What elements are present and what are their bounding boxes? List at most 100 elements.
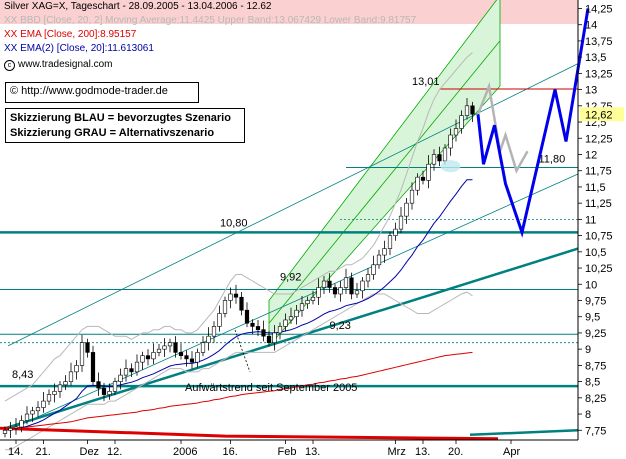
candle-body <box>261 329 266 337</box>
y-tick-label: 10,75 <box>585 231 613 243</box>
scenario-blue-path <box>476 8 590 238</box>
candle-body <box>178 352 184 356</box>
candle <box>376 249 382 269</box>
x-tick-label: 12. <box>107 446 122 458</box>
candle-body <box>79 342 85 366</box>
scenario-grey-text: Skizzierung GRAU = Alternativszenario <box>10 127 215 139</box>
candle-body <box>321 280 327 288</box>
candle <box>387 231 393 256</box>
y-tick-label: 13 <box>585 85 597 97</box>
ema20-line <box>4 179 473 431</box>
candle <box>332 283 338 298</box>
candle-body <box>409 189 415 204</box>
y-tick-label: 14,25 <box>585 3 613 15</box>
candle-body <box>52 391 57 395</box>
trend-channel-lower <box>7 173 579 431</box>
trend-channel-upper <box>7 63 579 347</box>
candle <box>74 360 79 380</box>
x-tick-label: Apr <box>503 446 520 458</box>
current-price-box <box>580 107 624 122</box>
tradesignal-label: www.tradesignal.com <box>18 59 113 70</box>
candle-body <box>46 394 52 402</box>
candle <box>96 372 101 396</box>
candle <box>57 380 63 398</box>
candle <box>354 282 360 298</box>
legend-ema200: XX EMA [Close, 200]:8.95157 <box>4 29 137 40</box>
candle-body <box>459 115 464 129</box>
candle-body <box>217 313 222 327</box>
candle <box>167 338 173 353</box>
candle <box>453 119 459 142</box>
candle <box>140 351 145 370</box>
candle-body <box>437 154 442 162</box>
candle <box>118 368 123 390</box>
candle <box>162 338 167 357</box>
candle-body <box>464 105 470 116</box>
candle-body <box>156 348 162 353</box>
candle <box>107 383 112 400</box>
y-tick-label: 10,5 <box>585 247 606 259</box>
candle-body <box>393 228 398 236</box>
candle-body <box>68 371 74 382</box>
candle-body <box>426 163 431 181</box>
y-tick-label: 12 <box>585 149 597 161</box>
candle-body <box>442 147 448 162</box>
candle <box>239 292 244 316</box>
candle <box>371 255 376 280</box>
candle <box>134 354 140 376</box>
candle <box>299 295 305 317</box>
x-tick-label: Feb <box>278 446 297 458</box>
candle-body <box>206 335 211 343</box>
candle <box>431 149 437 171</box>
candle <box>420 170 426 185</box>
candle <box>129 363 134 378</box>
y-tick-label: 10,25 <box>585 263 613 275</box>
level-label-5: 8,43 <box>12 369 33 381</box>
y-tick-label: 12,5 <box>585 117 606 129</box>
y-tick-label: 13,25 <box>585 68 613 80</box>
candle <box>211 321 217 343</box>
source-box: © http://www.godmode-trader.de <box>5 82 199 103</box>
candle-body <box>371 264 376 275</box>
x-tick-label: 20. <box>448 446 463 458</box>
candle-body <box>470 105 475 115</box>
candle <box>261 320 266 342</box>
candle-body <box>382 248 387 256</box>
candle-body <box>354 290 360 295</box>
candle <box>244 302 250 328</box>
y-tick-label: 7,75 <box>585 425 606 437</box>
candle <box>365 268 371 288</box>
scenario-blue-text: Skizzierung BLAU = bevorzugtes Szenario <box>10 112 231 124</box>
candle-body <box>200 342 206 353</box>
x-tick-label: 14. <box>8 446 23 458</box>
y-tick-label: 9,5 <box>585 312 600 324</box>
candle <box>255 319 261 337</box>
candle <box>250 319 255 335</box>
candle-body <box>112 381 118 392</box>
candle-body <box>129 368 134 373</box>
y-tick-label: 9,75 <box>585 295 606 307</box>
candle <box>184 350 189 367</box>
candle-body <box>63 381 68 386</box>
candle-body <box>343 277 349 288</box>
candle-body <box>35 407 41 412</box>
candle-body <box>277 326 283 334</box>
y-tick-label: 8 <box>585 409 591 421</box>
annotation-pointer <box>234 329 251 373</box>
candle <box>217 305 222 332</box>
source-text: © http://www.godmode-trader.de <box>10 85 168 97</box>
y-tick-label: 11,5 <box>585 182 606 194</box>
candle <box>46 389 52 405</box>
candle-body <box>41 400 46 408</box>
candle-body <box>107 391 112 395</box>
candle <box>437 146 442 167</box>
candle-body <box>415 176 420 191</box>
candle-body <box>250 322 255 327</box>
candle-body <box>266 335 272 343</box>
y-tick-label: 8,25 <box>585 393 606 405</box>
candle-body <box>173 342 178 353</box>
candle-body <box>299 303 305 311</box>
candle-body <box>195 352 200 363</box>
